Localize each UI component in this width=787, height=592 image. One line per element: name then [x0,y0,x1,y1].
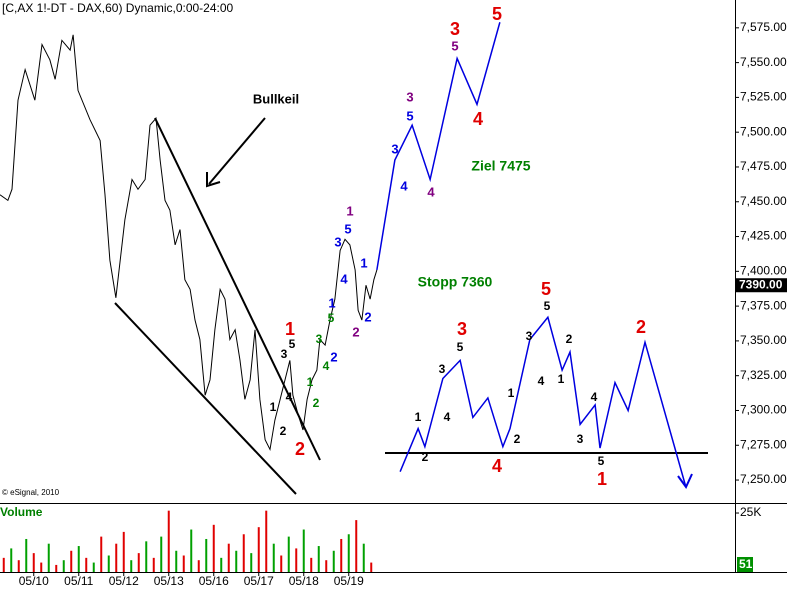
annotation: 1 [346,203,353,218]
annotation: Stopp 7360 [418,274,493,290]
annotation: 5 [451,38,458,53]
annotation: 4 [286,390,293,404]
annotation: 3 [457,319,467,339]
price-line [376,22,501,271]
x-tick-label: 05/10 [19,574,49,588]
y-tick-label: 7,550.00 [740,55,787,69]
annotation: 2 [313,396,320,410]
annotation: 3 [439,362,446,376]
annotation: 3 [334,234,341,249]
volume-tick-label: 25K [740,505,761,519]
y-tick-label: 7,250.00 [740,472,787,486]
chart-title: [C,AX 1!-DT - DAX,60) Dynamic,0:00-24:00 [2,1,234,15]
annotation: 1 [558,372,565,386]
annotation: 5 [344,221,351,236]
annotation: 4 [538,374,545,388]
credit: © eSignal, 2010 [2,488,60,497]
volume-last-box [737,557,753,572]
annotation: 2 [636,317,646,337]
annotation: 2 [330,349,337,364]
annotation: 5 [457,340,464,354]
annotation: 3 [316,332,323,346]
annotation: 1 [270,400,277,414]
annotation: 4 [340,271,348,286]
y-tick-label: 7,475.00 [740,159,787,173]
x-tick-label: 05/18 [289,574,319,588]
annotation: 1 [285,319,295,339]
y-tick-label: 7,450.00 [740,194,787,208]
annotation: 1 [307,375,314,389]
annotation: 4 [427,184,435,199]
annotation: 1 [508,386,515,400]
bullkeil-arrowhead [206,172,221,188]
annotation: 5 [541,279,551,299]
annotation: 5 [289,337,296,351]
y-tick-label: 7,350.00 [740,333,787,347]
y-tick-label: 7,500.00 [740,124,787,138]
x-tick-label: 05/19 [334,574,364,588]
annotation: Bullkeil [253,91,299,106]
annotation: 1 [415,410,422,424]
y-tick-label: 7,425.00 [740,229,787,243]
wedge-upper [154,117,321,461]
x-tick-label: 05/12 [109,574,139,588]
annotation: 5 [598,454,605,468]
annotation: 4 [444,410,451,424]
annotation: 5 [492,4,502,24]
bullkeil-arrow [208,117,266,185]
y-tick-label: 7,525.00 [740,90,787,104]
last-price-label: 7390.00 [739,277,783,291]
annotation: 5 [544,299,551,313]
y-tick-label: 7,275.00 [740,437,787,451]
annotation: 2 [352,324,359,339]
annotation: 4 [323,359,330,373]
annotation: 3 [391,141,398,156]
annotation: 4 [400,178,408,193]
price-line [0,34,378,452]
volume-last-label: 51 [739,557,753,571]
annotation: 3 [526,329,533,343]
volume-title: Volume [0,505,43,519]
y-tick-label: 7,400.00 [740,263,787,277]
x-tick-label: 05/11 [64,574,93,588]
y-tick-label: 7,375.00 [740,298,787,312]
x-tick-label: 05/16 [199,574,229,588]
annotation: 5 [328,311,335,325]
annotation: 3 [281,347,288,361]
y-tick-label: 7,325.00 [740,368,787,382]
annotation: 2 [295,439,305,459]
forecast-arrowhead [677,473,693,489]
annotation: 4 [492,456,502,476]
annotation: 5 [406,108,413,123]
annotation: 1 [360,255,367,270]
x-tick-label: 05/13 [154,574,184,588]
annotation: 1 [328,295,335,310]
annotation: 2 [280,424,287,438]
annotation: 2 [364,309,371,324]
annotation: 1 [597,469,607,489]
annotation: 3 [577,432,584,446]
axes [0,0,787,573]
annotation: 2 [514,432,521,446]
x-tick-label: 05/17 [244,574,274,588]
y-tick-label: 7,300.00 [740,403,787,417]
annotation: 2 [422,450,429,464]
annotation: 4 [591,390,598,404]
annotation: 3 [450,19,460,39]
price-line [399,315,687,488]
annotation: 2 [566,332,573,346]
wedge-lower [114,302,297,495]
annotation: 4 [473,109,483,129]
annotation: 3 [406,89,413,104]
last-price-box [736,278,787,293]
y-tick-label: 7,575.00 [740,20,787,34]
annotation: Ziel 7475 [471,158,530,174]
